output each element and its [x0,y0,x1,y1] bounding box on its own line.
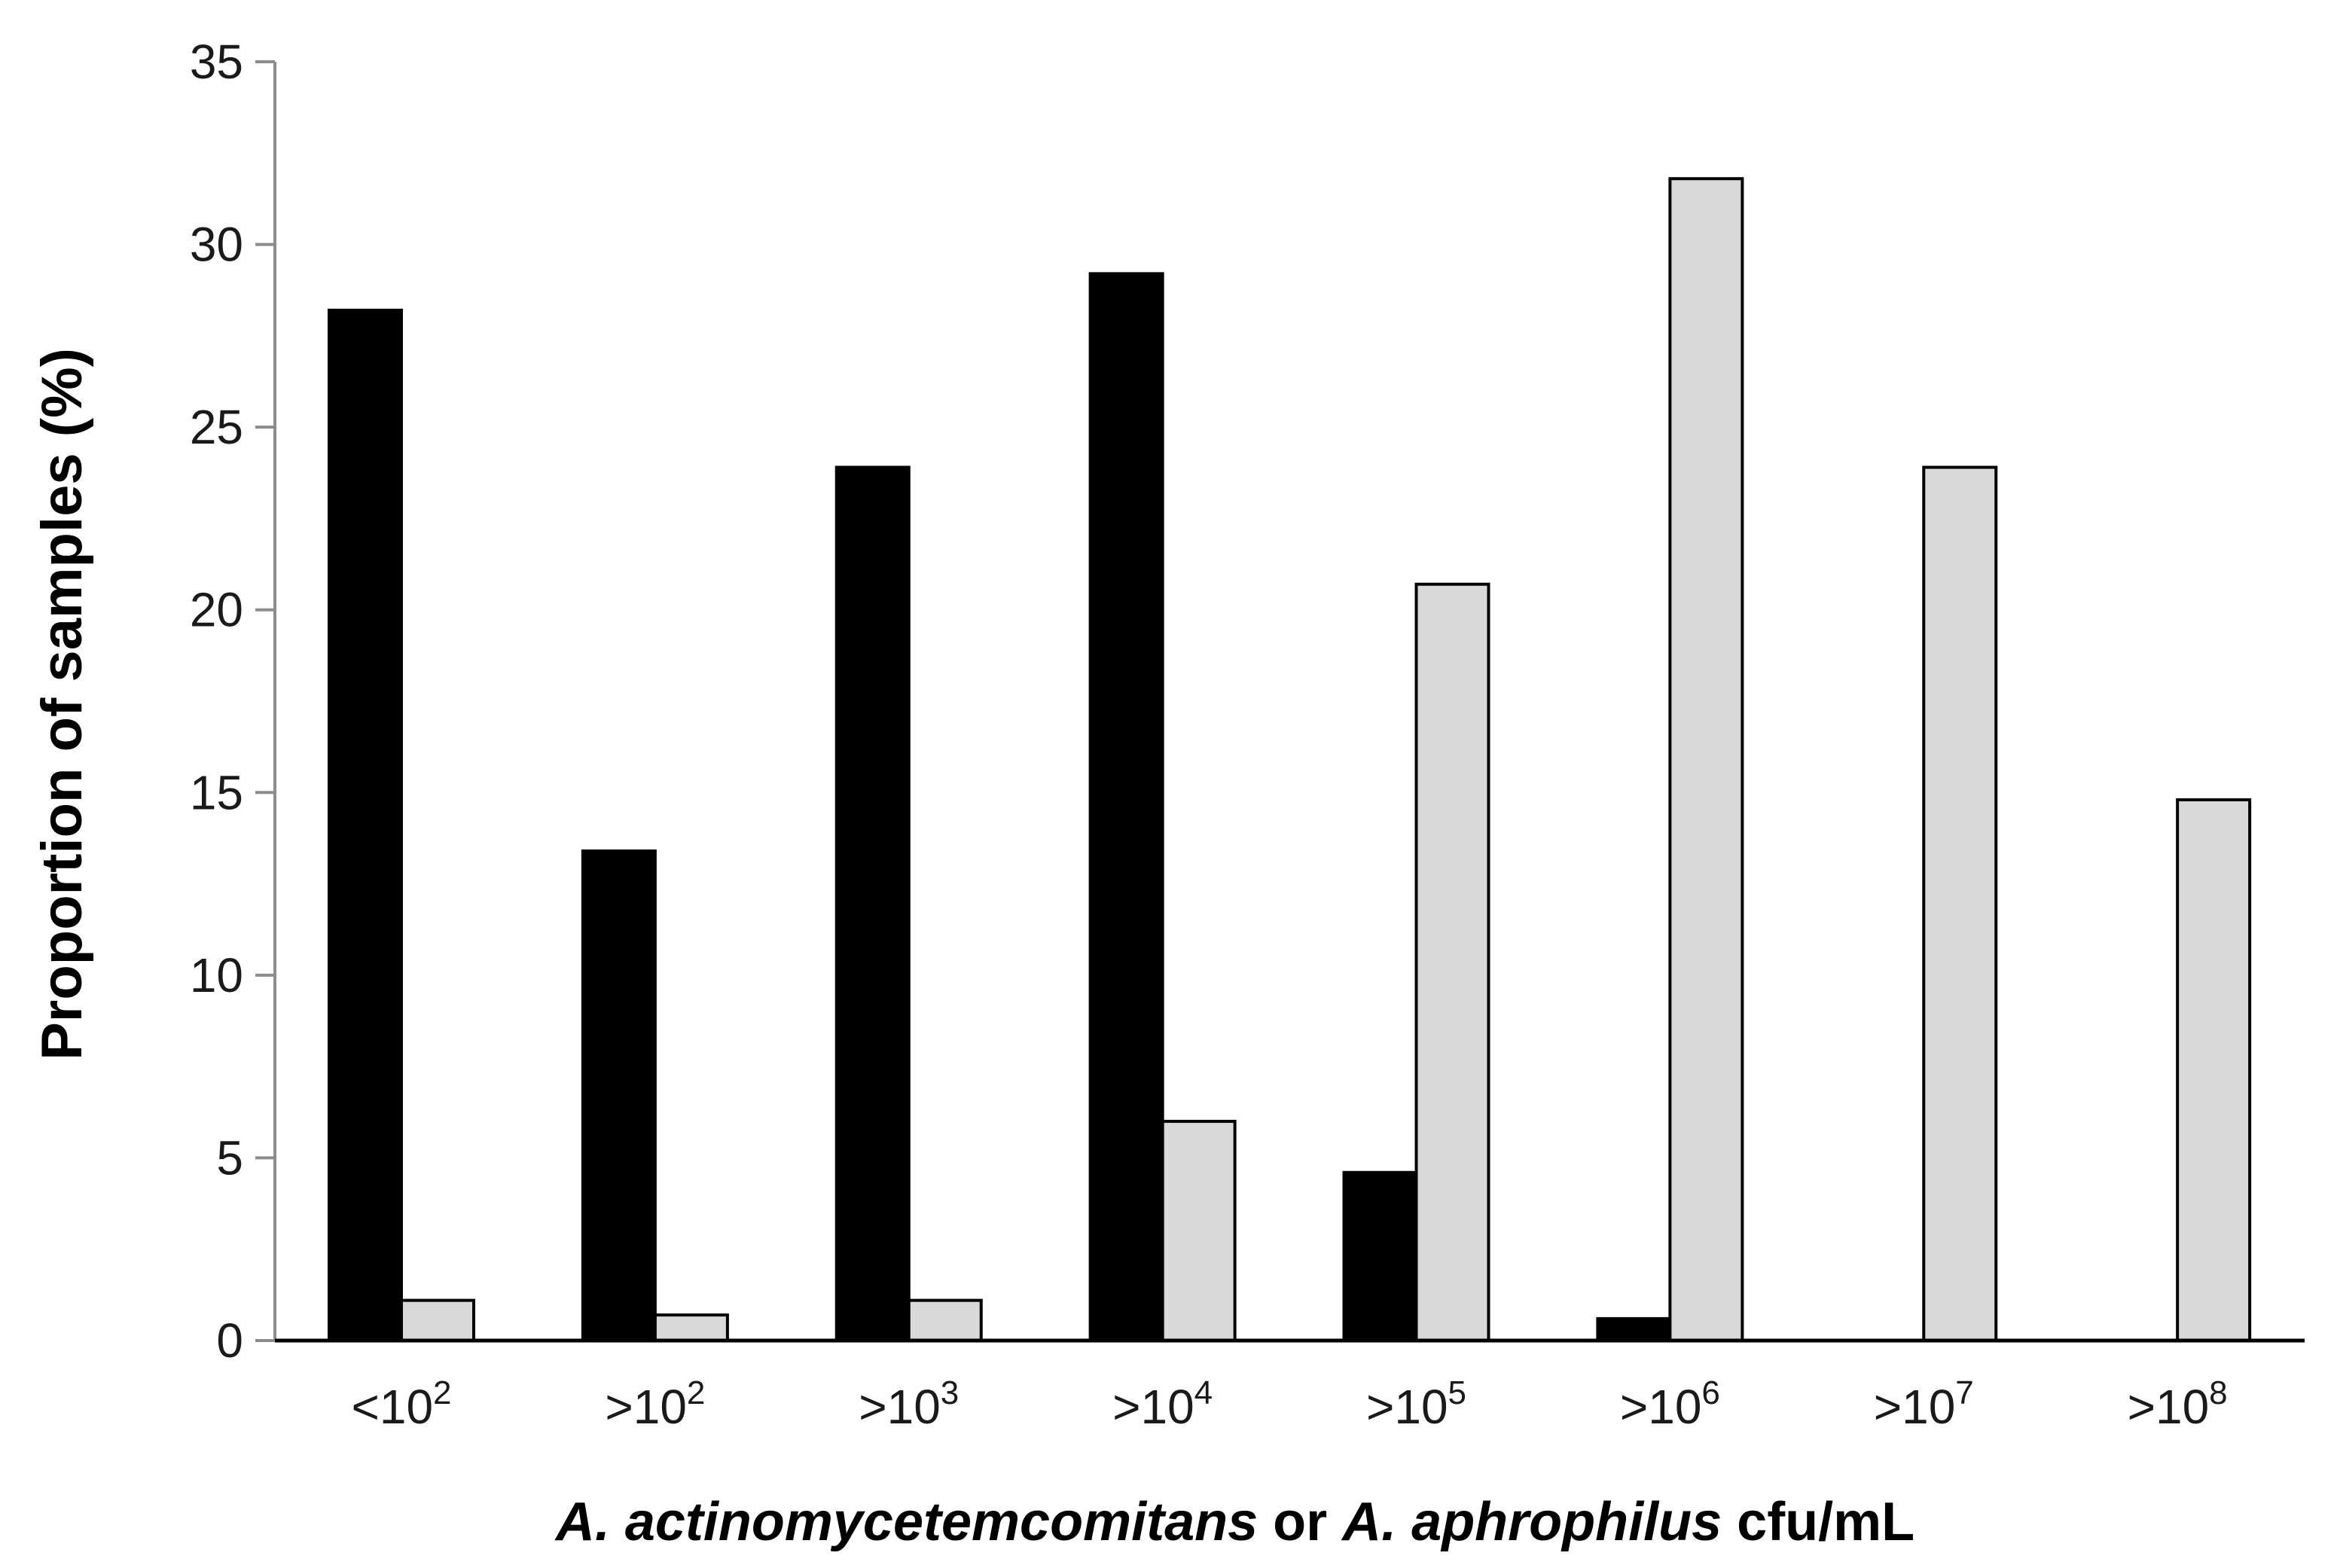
bar-series-2 [1668,177,1744,1342]
x-axis: <102 >102 >103 >104 >105 >106 >107 >108 [275,1338,2305,1434]
bar-series-1 [1342,1170,1418,1342]
y-tick-label: 30 [190,218,243,272]
bar-series-2 [907,1298,983,1342]
bar-series-2 [1922,465,1998,1342]
x-tick-label: >104 [1112,1374,1213,1434]
bar-series-1 [581,849,657,1342]
bars [328,177,2252,1343]
y-tick-label: 5 [216,1130,243,1185]
x-tick-label: >106 [1620,1374,1720,1434]
y-tick-label: 20 [190,583,243,637]
bar-series-1 [328,308,403,1343]
bar-series-2 [1161,1119,1237,1343]
y-tick-label: 10 [190,948,243,1002]
bar-series-1 [1088,272,1164,1343]
bar-series-1 [834,465,911,1342]
x-axis-title: A. actinomycetemcomitans or A. aphrophil… [554,1492,1914,1552]
bar-series-1 [1596,1316,1672,1343]
x-tick-label: >107 [1874,1374,1974,1434]
bar-series-2 [2176,798,2252,1342]
bar-series-2 [1414,582,1490,1342]
y-tick-label: 0 [216,1313,243,1368]
x-tick-label: >102 [605,1374,705,1434]
bar-series-2 [653,1313,729,1343]
y-tick-label: 35 [190,35,243,89]
y-axis-title: Proportion of samples (%) [30,348,94,1060]
x-tick-label: <102 [351,1374,451,1434]
x-tick-label: >103 [859,1374,959,1434]
y-tick-label: 15 [190,765,243,819]
y-tick-label: 25 [190,400,243,454]
x-tick-label: >108 [2128,1374,2228,1434]
y-axis: 0 5 10 15 20 25 30 35 [190,35,276,1368]
bar-series-2 [400,1298,475,1342]
x-tick-label: >105 [1366,1374,1466,1434]
